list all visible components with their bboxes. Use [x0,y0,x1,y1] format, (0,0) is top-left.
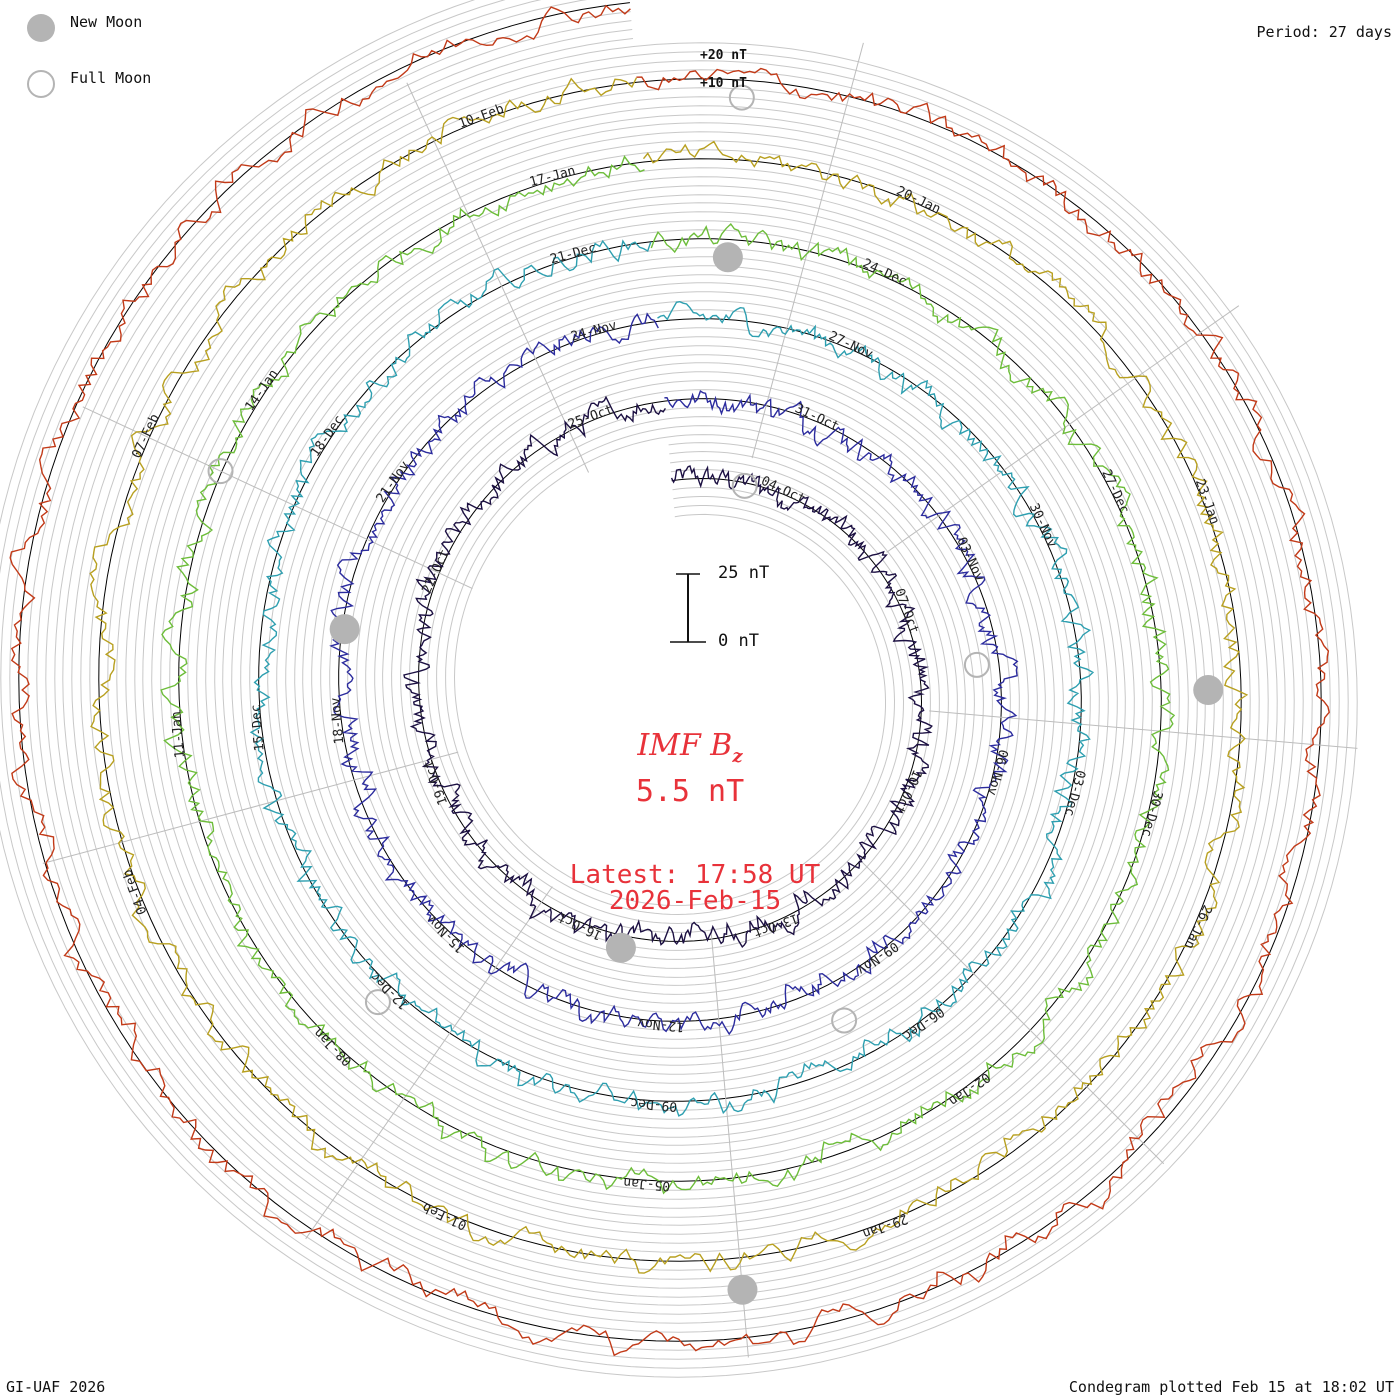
date-label-22-Oct: 22-Oct [419,547,452,596]
date-label-31-Oct: 31-Oct [792,401,841,434]
spoke-5 [305,886,553,1240]
scale-top-label: 25 nT [718,563,770,583]
spoke-3 [859,859,1165,1165]
new-moon-marker-3 [1193,675,1224,705]
spoke-layer [42,42,1358,1358]
spoke-6 [42,751,459,864]
date-label-12-Nov: 12-Nov [636,1015,684,1034]
plotted-label: Condegram plotted Feb 15 at 18:02 UT [1068,1378,1394,1396]
date-label-04-Feb: 04-Feb [120,867,150,916]
grid-layer [0,0,1358,1378]
scale-bottom-label: 0 nT [718,631,759,651]
grid-spiral-2 [36,20,1304,1324]
date-label-25-Oct: 25-Oct [566,402,615,432]
credit-label: GI-UAF 2026 [6,1378,106,1396]
spoke-8 [406,82,590,473]
spoke-1 [886,305,1240,553]
trace-ring-2 [329,312,1019,1036]
title-main: IMF B [637,728,733,763]
center-value: 5.5 nT [635,774,745,809]
full-moon-label: Full Moon [70,69,152,87]
latest-time: Latest: 17:58 UT [569,860,821,890]
date-label-18-Dec: 18-Dec [308,413,347,460]
date-label-02-Jan: 02-Jan [946,1069,993,1108]
scale-bar [670,573,706,643]
trace-ring-6 [9,4,1330,1357]
spoke-7 [82,406,473,590]
date-label-05-Jan: 05-Jan [623,1174,671,1193]
date-label-26-Jan: 26-Jan [1181,902,1214,951]
grid-spiral-5 [0,0,1340,1360]
date-label-18-Nov: 18-Nov [328,697,347,745]
trace-ring-3 [249,239,1095,1117]
full-moon-marker-5 [728,84,755,111]
new-moon-marker-0 [605,932,636,963]
spoke-0 [751,42,864,459]
moon-layer [207,84,1224,1305]
date-label-07-Feb: 07-Feb [129,412,163,461]
grid-spiral-3 [27,11,1313,1333]
date-label-10-Oct: 10-Oct [891,767,924,816]
full-moon-marker-3 [364,989,391,1016]
trace-ring-1 [403,395,933,949]
new-moon-icon [27,14,55,42]
new-moon-label: New Moon [70,13,143,31]
trace-ring-5 [89,77,1249,1274]
date-label-14-Jan: 14-Jan [242,367,281,414]
full-moon-icon [27,70,55,98]
date-label-23-Jan: 23-Jan [1192,477,1222,526]
new-moon-marker-1 [329,614,360,645]
date-label-15-Dec: 15-Dec [249,704,268,752]
grid-spiral-1 [45,29,1295,1315]
grid-spiral-4 [9,0,1331,1351]
date-label-09-Dec: 09-Dec [630,1095,678,1114]
spoke-2 [929,710,1358,749]
grid-spiral-7 [0,0,1358,1378]
grid-spiral-6 [0,0,1349,1369]
date-label-24-Dec: 24-Dec [860,256,909,289]
full-moon-marker-1 [963,651,990,678]
date-label-19-Oct: 19-Oct [421,758,451,807]
date-label-27-Nov: 27-Nov [826,329,875,363]
date-label-01-Feb: 01-Feb [420,1199,469,1233]
full-moon-marker-2 [831,1007,858,1034]
date-label-11-Jan: 11-Jan [169,711,188,759]
period-label: Period: 27 days [1256,23,1392,41]
date-label-07-Oct: 07-Oct [891,587,921,636]
full-moon-marker-4 [207,458,234,485]
date-label-03-Nov: 03-Nov [953,535,987,584]
date-label-20-Jan: 20-Jan [894,184,943,217]
date-label-29-Jan: 29-Jan [860,1211,909,1241]
zero-spiral [18,2,1322,1342]
reference-label-20: +20 nT [700,48,747,63]
date-label-21-Nov: 21-Nov [374,458,413,505]
reference-label-10: +10 nT [700,76,747,91]
date-label-04-Oct: 04-Oct [759,474,808,507]
latest-date: 2026-Feb-15 [608,886,782,916]
date-label-06-Dec: 06-Dec [900,1004,947,1043]
new-moon-marker-4 [727,1274,758,1305]
date-label-10-Feb: 10-Feb [457,101,506,131]
grid-spiral-0 [54,38,1286,1306]
new-moon-marker-2 [712,242,743,273]
title-sub: z [732,746,743,767]
full-moon-marker-0 [731,472,758,499]
center-title: IMF Bz [560,728,820,767]
